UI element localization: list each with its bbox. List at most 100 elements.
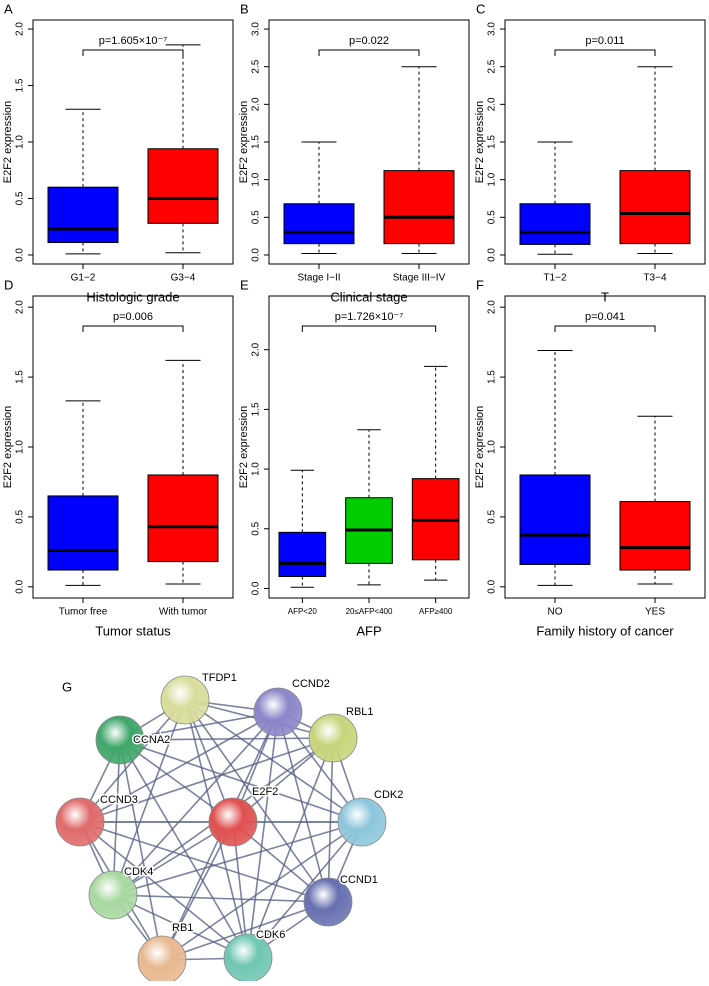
p-value: p=1.605×10⁻⁷ xyxy=(99,35,168,47)
box xyxy=(619,501,691,571)
node xyxy=(337,797,387,847)
edge xyxy=(119,739,249,959)
y-tick-label: 2.0 xyxy=(487,97,498,111)
x-tick-label: Tumor free xyxy=(59,607,108,618)
x-tick-label: Stage I−II xyxy=(297,273,340,284)
panel-label: E xyxy=(240,277,249,292)
y-axis-label: E2F2 expression xyxy=(474,406,486,489)
box xyxy=(147,148,219,224)
node xyxy=(95,715,145,765)
y-tick-label: 1.0 xyxy=(251,172,262,186)
x-tick-label: 20≤AFP<400 xyxy=(346,607,393,616)
y-tick-label: 0.5 xyxy=(487,510,498,524)
node xyxy=(308,713,358,763)
node-label: RB1 xyxy=(172,922,193,934)
y-tick-label: 1.0 xyxy=(487,440,498,454)
node xyxy=(160,675,210,725)
x-axis-label: Family history of cancer xyxy=(536,623,674,638)
y-tick-label: 1.5 xyxy=(15,370,26,384)
edge xyxy=(119,739,163,961)
box xyxy=(278,531,327,578)
node xyxy=(137,935,187,985)
x-axis-label: T xyxy=(601,289,609,304)
panel-label: G xyxy=(62,679,72,694)
panel-label: D xyxy=(4,277,13,292)
y-tick-label: 1.5 xyxy=(251,135,262,149)
edge xyxy=(119,739,363,823)
p-value: p=0.006 xyxy=(113,311,153,323)
node-label: CDK2 xyxy=(374,789,403,801)
box xyxy=(519,203,591,245)
y-tick-label: 1.0 xyxy=(15,135,26,149)
edge xyxy=(161,821,234,961)
y-tick-label: 2.0 xyxy=(251,97,262,111)
edge xyxy=(112,894,249,959)
edge xyxy=(79,737,334,823)
x-tick-label: T1−2 xyxy=(543,273,567,284)
y-axis-label: E2F2 expression xyxy=(2,406,14,489)
panel-label: F xyxy=(476,277,484,292)
x-tick-label: YES xyxy=(645,607,665,618)
node-label: RBL1 xyxy=(346,706,374,718)
y-axis-label: E2F2 expression xyxy=(238,101,250,184)
edge xyxy=(184,699,363,823)
node-label: CCND1 xyxy=(340,874,378,886)
y-tick-label: 1.0 xyxy=(487,172,498,186)
edge xyxy=(112,699,186,896)
node xyxy=(208,797,258,847)
p-value: p=0.022 xyxy=(349,35,389,47)
node-label: TFDP1 xyxy=(202,672,237,684)
y-tick-label: 0.0 xyxy=(251,581,262,595)
y-tick-label: 2.0 xyxy=(487,300,498,314)
node-label: CCND3 xyxy=(100,794,138,806)
y-tick-label: 0.5 xyxy=(487,210,498,224)
edge xyxy=(119,737,334,741)
y-tick-label: 0.0 xyxy=(487,248,498,262)
significance-bracket xyxy=(554,325,656,332)
node-label: CCNA2 xyxy=(133,734,170,746)
node xyxy=(88,870,138,920)
edge xyxy=(161,901,329,961)
p-value: p=1.726×10⁻⁷ xyxy=(335,311,404,323)
x-tick-label: G3−4 xyxy=(171,273,196,284)
y-tick-label: 2.0 xyxy=(15,300,26,314)
panel-label: B xyxy=(240,1,249,16)
x-tick-label: AFP≥400 xyxy=(419,607,453,616)
edge xyxy=(161,821,363,961)
edge xyxy=(112,711,279,896)
y-tick-label: 2.0 xyxy=(15,22,26,36)
x-axis-label: Histologic grade xyxy=(86,289,179,304)
y-tick-label: 3.0 xyxy=(251,22,262,36)
x-tick-label: G1−2 xyxy=(71,273,96,284)
y-tick-label: 2.5 xyxy=(487,59,498,73)
panel-label: A xyxy=(4,1,13,16)
box xyxy=(283,203,355,245)
edge xyxy=(247,821,363,959)
edge xyxy=(247,711,279,959)
x-tick-label: Stage III−IV xyxy=(393,273,446,284)
node-label: CDK6 xyxy=(256,929,285,941)
edge xyxy=(277,711,329,903)
node-label: E2F2 xyxy=(252,786,278,798)
x-tick-label: T3−4 xyxy=(643,273,667,284)
y-tick-label: 0.0 xyxy=(15,579,26,593)
significance-bracket xyxy=(318,49,420,56)
node-label: CDK4 xyxy=(124,866,153,878)
edge xyxy=(119,711,279,741)
y-axis-label: E2F2 expression xyxy=(2,101,14,184)
y-tick-label: 0.5 xyxy=(251,210,262,224)
node-label: CCND2 xyxy=(292,678,330,690)
x-tick-label: NO xyxy=(548,607,563,618)
box xyxy=(47,495,119,571)
box xyxy=(147,474,219,563)
y-tick-label: 1.5 xyxy=(487,135,498,149)
edge xyxy=(79,821,329,903)
y-tick-label: 1.0 xyxy=(251,462,262,476)
x-axis-label: AFP xyxy=(356,623,381,638)
p-value: p=0.011 xyxy=(585,35,624,47)
x-axis-label: Tumor status xyxy=(95,623,171,638)
y-tick-label: 0.0 xyxy=(487,579,498,593)
node xyxy=(303,877,353,927)
significance-bracket xyxy=(301,325,437,332)
